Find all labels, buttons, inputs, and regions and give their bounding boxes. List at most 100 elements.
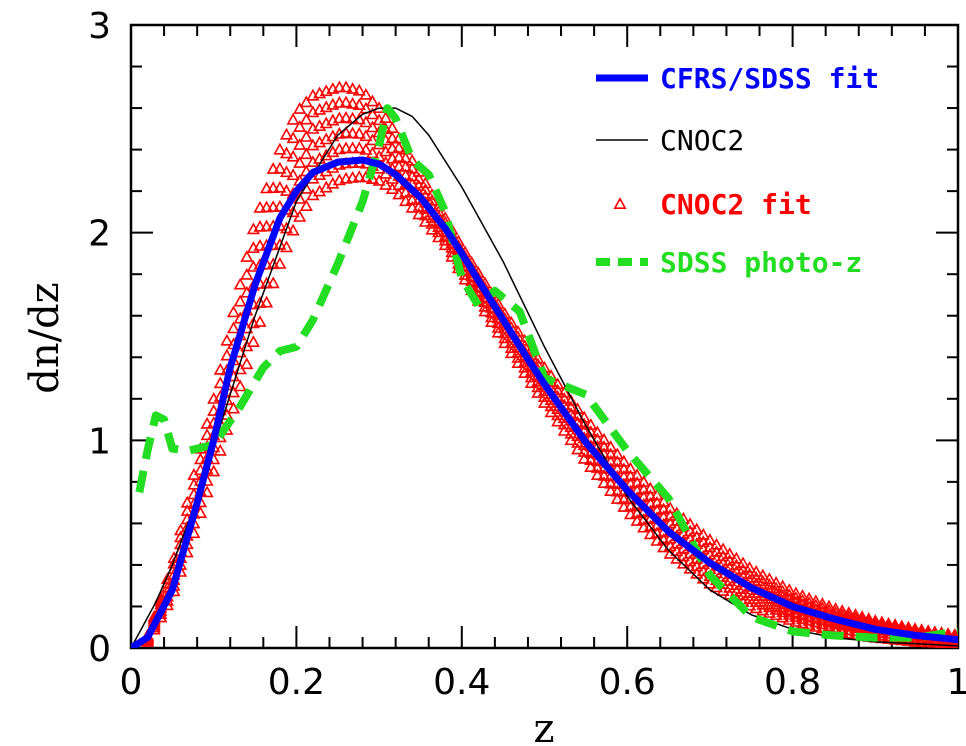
x-tick-label: 1 (947, 662, 966, 703)
cnoc2-fit-point (260, 219, 274, 232)
cnoc2-fit-point (246, 335, 260, 347)
cnoc2-fit-point (835, 604, 849, 616)
cnoc2-fit-point (293, 138, 307, 150)
cnoc2-fit-point (399, 151, 413, 164)
x-tick-label: 0 (120, 662, 143, 703)
cnoc2-fit-point (293, 102, 307, 114)
cnoc2-fit-point (226, 401, 241, 414)
cnoc2-fit-point (253, 296, 267, 308)
cnoc2-fit-point (352, 170, 366, 182)
cnoc2-fit-point (240, 267, 254, 280)
legend-label: CNOC2 (660, 124, 744, 157)
cnoc2-fit-point (200, 416, 214, 429)
cnoc2-fit-point (359, 87, 373, 100)
cnoc2-fit-point (279, 165, 294, 178)
cnoc2-fit-point (346, 82, 360, 94)
cnoc2-fit-point (266, 200, 280, 212)
cnoc2-fit-point (723, 547, 737, 559)
x-tick-label: 0.4 (433, 662, 490, 703)
cnoc2-fit-point (617, 462, 631, 475)
cnoc2-fit-point (200, 428, 214, 441)
cnoc2-fit-point (418, 176, 432, 189)
series-cfrs-sdss-fit-line (131, 156, 958, 648)
cnoc2-fit-point (564, 394, 578, 406)
cnoc2-fit-point (279, 127, 294, 140)
cnoc2-fit-point (279, 221, 294, 234)
cnoc2-fit-point (332, 80, 346, 93)
cnoc2-fit-point (392, 140, 406, 153)
cnoc2-fit-point (597, 476, 611, 488)
cnoc2-fit-point (584, 453, 598, 465)
cnoc2-fit-point (604, 447, 618, 460)
cnoc2-fit-point (286, 149, 300, 162)
legend-label: SDSS photo-z (660, 246, 862, 279)
cnoc2-fit-point (379, 111, 393, 123)
cnoc2-fit-point (220, 348, 234, 361)
cnoc2-fit-point (584, 418, 598, 430)
cnoc2-fit-point (279, 146, 294, 159)
cnoc2-fit-point (352, 83, 366, 96)
cnoc2-fit-point (663, 501, 677, 514)
cnoc2-fit-point (412, 172, 426, 184)
cnoc2-fit-point (703, 533, 717, 545)
cnoc2-fit-point (597, 432, 611, 445)
cnoc2-fit-point (286, 205, 300, 218)
cnoc2-fit-point (795, 589, 810, 601)
cnoc2-fit-point (299, 112, 313, 125)
cnoc2-fit-point (339, 110, 353, 123)
cnoc2-fit-point (564, 400, 578, 413)
cnoc2-fit-point (253, 200, 267, 213)
legend-entry: CFRS/SDSS fit (596, 62, 879, 95)
cnoc2-fit-point (610, 492, 624, 504)
legend-label: CFRS/SDSS fit (660, 62, 879, 95)
cnoc2-fit-point (604, 440, 618, 452)
cnoc2-fit-point (405, 153, 419, 166)
cnoc2-fit-point (617, 454, 631, 467)
cnoc2-fit-point (266, 162, 280, 174)
cnoc2-fit-point (266, 276, 280, 289)
cnoc2-fit-point (352, 141, 366, 154)
cnoc2-fit-point (776, 579, 790, 592)
y-tick-label: 0 (88, 629, 111, 670)
cnoc2-fit-point (756, 568, 770, 581)
cnoc2-fit-point (220, 333, 234, 346)
cnoc2-fit-point (392, 159, 406, 172)
cnoc2-fit-point (855, 610, 869, 622)
cnoc2-fit-point (299, 130, 313, 142)
cnoc2-fit-point (822, 599, 836, 612)
cnoc2-fit-point (279, 240, 294, 253)
cnoc2-fit-point (379, 178, 393, 190)
cnoc2-fit-point (637, 513, 651, 525)
cnoc2-fit-point (359, 143, 373, 155)
cnoc2-fit-point (875, 615, 889, 628)
cnoc2-fit-point (332, 95, 346, 108)
cnoc2-fit-point (299, 147, 313, 160)
cnoc2-fit-point (683, 517, 697, 529)
cnoc2-fit-point (226, 321, 241, 334)
cnoc2-fit-point (848, 608, 863, 620)
legend-swatch (613, 197, 627, 209)
cnoc2-fit-point (279, 184, 294, 196)
cnoc2-fit-point (604, 484, 618, 496)
cnoc2-fit-point (339, 126, 353, 138)
cnoc2-fit-point (716, 542, 730, 555)
legend-label: CNOC2 fit (660, 188, 812, 221)
cnoc2-fit-point (286, 112, 300, 125)
cnoc2-fit-point (789, 586, 803, 599)
cnoc2-fit-point (359, 129, 373, 142)
y-tick-label: 3 (88, 6, 111, 47)
cnoc2-fit-point (571, 402, 585, 415)
cnoc2-fit-point (352, 98, 366, 110)
cnoc2-fit-point (273, 142, 287, 155)
x-tick-label: 0.6 (599, 662, 656, 703)
cnoc2-fit-point (365, 120, 380, 133)
cnoc2-fit-point (339, 171, 353, 184)
cnoc2-fit-point (868, 614, 882, 626)
cnoc2-fit-point (273, 180, 287, 193)
cnoc2-fit-point (604, 476, 618, 489)
cnoc2-fit-point (332, 126, 346, 139)
cnoc2-fit-point (240, 357, 254, 370)
cnoc2-fit-point (299, 199, 313, 211)
cnoc2-fit-point (643, 481, 657, 494)
